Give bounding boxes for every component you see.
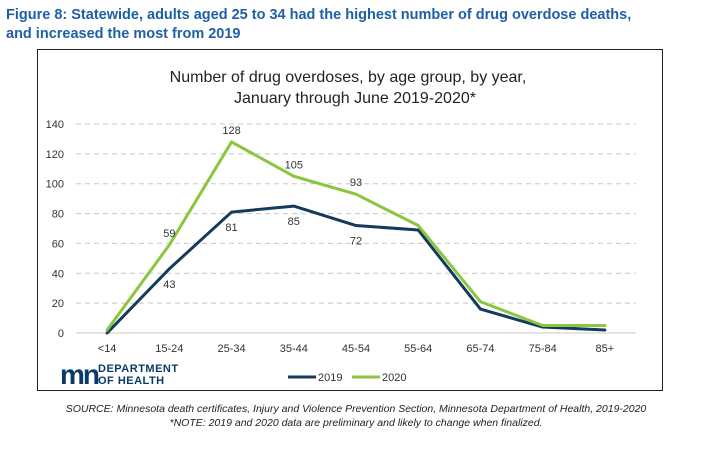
y-axis: 0 20 40 60 80 100 120 140 — [46, 119, 64, 340]
data-label: 81 — [225, 222, 237, 234]
logo-line2: OF HEALTH — [98, 375, 165, 387]
x-tick-label: 65-74 — [466, 343, 494, 355]
y-tick-label: 100 — [46, 179, 64, 191]
source-note: SOURCE: Minnesota death certificates, In… — [0, 402, 712, 430]
y-tick-label: 80 — [52, 209, 64, 221]
data-label: 43 — [163, 279, 175, 291]
data-labels: 59 43 128 81 105 85 93 72 — [163, 125, 362, 291]
logo-line1: DEPARTMENT — [98, 363, 179, 375]
series-lines — [105, 140, 607, 335]
chart-frame — [37, 49, 663, 391]
series-line-2019 — [105, 204, 607, 335]
x-tick-label: 25-34 — [217, 343, 245, 355]
logo-mark: mn — [60, 359, 99, 390]
y-tick-label: 60 — [52, 238, 64, 250]
source-line1: SOURCE: Minnesota death certificates, In… — [65, 403, 647, 415]
y-tick-label: 20 — [52, 298, 64, 310]
x-tick-label: 75-84 — [529, 343, 557, 355]
chart-title-line2: January through June 2019-2020* — [234, 90, 476, 107]
x-tick-label: <14 — [98, 343, 117, 355]
figure-heading-line1: Figure 8: Statewide, adults aged 25 to 3… — [6, 7, 632, 23]
source-line2: *NOTE: 2019 and 2020 data are preliminar… — [169, 417, 543, 429]
y-tick-label: 0 — [58, 328, 64, 340]
x-axis: <14 15-24 25-34 35-44 45-54 55-64 65-74 75-84 85… — [98, 343, 614, 355]
chart-title-line1: Number of drug overdoses, by age group, … — [170, 69, 527, 86]
x-tick-label: 45-54 — [342, 343, 370, 355]
data-label: 128 — [222, 125, 240, 137]
x-tick-label: 55-64 — [404, 343, 432, 355]
x-tick-label: 35-44 — [280, 343, 308, 355]
figure-heading: Figure 8: Statewide, adults aged 25 to 3… — [6, 6, 706, 44]
series-line-2020 — [105, 140, 607, 332]
mdh-logo: mn DEPARTMENT OF HEALTH — [60, 359, 179, 390]
data-label: 59 — [163, 228, 175, 240]
y-tick-label: 120 — [46, 149, 64, 161]
legend-label-2019: 2019 — [318, 372, 342, 384]
y-tick-label: 140 — [46, 119, 64, 131]
legend: 2019 2020 — [288, 372, 406, 384]
x-tick-label: 85+ — [596, 343, 615, 355]
data-label: 72 — [350, 236, 362, 248]
x-tick-label: 15-24 — [155, 343, 183, 355]
data-label: 105 — [285, 159, 303, 171]
y-tick-label: 40 — [52, 268, 64, 280]
data-label: 85 — [288, 216, 300, 228]
figure-heading-line2: and increased the most from 2019 — [6, 26, 241, 42]
gridlines — [76, 123, 636, 334]
legend-label-2020: 2020 — [382, 372, 406, 384]
data-label: 93 — [350, 177, 362, 189]
